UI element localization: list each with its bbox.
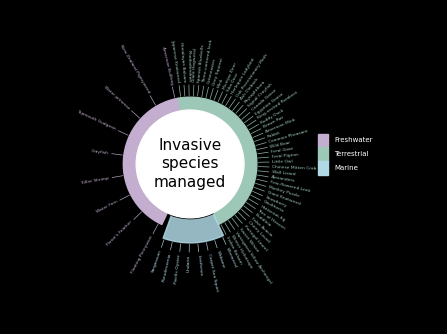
Text: Portugal Laurel: Portugal Laurel — [243, 224, 267, 252]
Wedge shape — [123, 98, 181, 224]
Text: New Zealand Pigmyweed: New Zealand Pigmyweed — [119, 44, 150, 94]
Text: Cotoneaster: Cotoneaster — [207, 58, 217, 85]
Bar — [318, 147, 328, 161]
Text: Mink: Mink — [217, 77, 224, 88]
Text: Wireweed: Wireweed — [225, 246, 238, 268]
Text: Phytophthora: Phytophthora — [244, 80, 266, 105]
Text: Pseudevernia: Pseudevernia — [161, 252, 172, 282]
Text: Gaultheria: Gaultheria — [262, 200, 284, 214]
Text: Wild Boar: Wild Boar — [270, 140, 291, 149]
Text: Signal Crayfish: Signal Crayfish — [247, 82, 274, 108]
Text: Indian Balsam: Indian Balsam — [226, 236, 243, 265]
Text: Parrot's Feather: Parrot's Feather — [106, 220, 133, 247]
Text: Variegated Yellow Archangel: Variegated Yellow Archangel — [235, 231, 273, 284]
Text: Egyptian Goose: Egyptian Goose — [254, 92, 284, 116]
Text: Cherry Laurel: Cherry Laurel — [247, 221, 270, 244]
Text: Hottentot-fig: Hottentot-fig — [260, 204, 286, 222]
Bar — [318, 134, 328, 147]
Text: Monkey Puzzle: Monkey Puzzle — [268, 185, 300, 198]
Text: Buddleia: Buddleia — [253, 213, 271, 228]
Text: Ash Dieback: Ash Dieback — [240, 77, 259, 101]
Text: Pacific Oyster: Pacific Oyster — [174, 254, 181, 284]
Text: Feral Pigeon: Feral Pigeon — [272, 153, 299, 159]
Text: Few-flowered Leek: Few-flowered Leek — [270, 180, 310, 193]
Text: Feral Goat: Feral Goat — [271, 147, 294, 154]
Text: Sargassum: Sargassum — [151, 249, 162, 273]
Text: Carpet Sea Squirt: Carpet Sea Squirt — [207, 253, 219, 291]
Text: Canada Goose: Canada Goose — [251, 89, 278, 112]
Text: Sweet Wilson: Sweet Wilson — [239, 227, 260, 253]
Text: Wakame: Wakame — [216, 250, 226, 269]
Text: False Acacia: False Acacia — [250, 217, 273, 237]
Text: Rabbit: Rabbit — [267, 130, 281, 139]
Wedge shape — [171, 164, 213, 219]
Text: Rhododendron: Rhododendron — [186, 50, 191, 82]
Text: Floating Pennywort: Floating Pennywort — [130, 235, 153, 275]
Text: Giant Hogweed: Giant Hogweed — [192, 48, 198, 82]
Text: Terrestrial: Terrestrial — [334, 151, 369, 157]
Text: Water Fern: Water Fern — [95, 200, 118, 214]
Text: Marine: Marine — [334, 165, 358, 171]
Bar — [318, 161, 328, 175]
Text: Chinese Mitten Crab: Chinese Mitten Crab — [272, 165, 316, 171]
Text: Crayfish: Crayfish — [91, 149, 109, 155]
Text: Oak Processionary Moth: Oak Processionary Moth — [236, 53, 269, 98]
Text: Topmouth Gudgeon: Topmouth Gudgeon — [76, 110, 117, 131]
Text: Brown Rat: Brown Rat — [263, 116, 284, 129]
Text: Winter Heliotrope: Winter Heliotrope — [230, 233, 253, 269]
Text: Muntjac Deer: Muntjac Deer — [222, 62, 237, 90]
Text: Giant Knotweed: Giant Knotweed — [266, 190, 301, 206]
Text: Tree of Heaven: Tree of Heaven — [257, 209, 286, 230]
Text: Alexanders: Alexanders — [271, 175, 295, 183]
Text: Freshwater: Freshwater — [334, 137, 373, 143]
Text: Invasive
species
managed: Invasive species managed — [154, 138, 226, 190]
Wedge shape — [178, 97, 257, 224]
Text: Grey Squirrel: Grey Squirrel — [212, 58, 224, 86]
Text: Common Pheasant: Common Pheasant — [269, 129, 309, 144]
Text: American Mink: American Mink — [265, 118, 296, 134]
Text: Wall Lizard: Wall Lizard — [271, 170, 295, 177]
Text: Three-cornered leek: Three-cornered leek — [202, 39, 214, 84]
Text: Ring-necked Parakeet: Ring-necked Parakeet — [257, 91, 299, 120]
Text: Himalayan Balsam: Himalayan Balsam — [179, 42, 186, 82]
Text: Snowberry: Snowberry — [264, 195, 287, 208]
Circle shape — [136, 110, 244, 218]
Text: Harlequin Ladybird: Harlequin Ladybird — [231, 57, 256, 95]
Text: Japanese Knotweed: Japanese Knotweed — [171, 40, 181, 83]
Wedge shape — [163, 164, 224, 243]
Text: Little Owl: Little Owl — [272, 159, 293, 164]
Text: Water primrose: Water primrose — [103, 85, 131, 110]
Text: Killer Shrimp: Killer Shrimp — [82, 176, 110, 185]
Text: Sika Deer: Sika Deer — [227, 72, 240, 93]
Text: Undaria: Undaria — [187, 255, 191, 272]
Text: Spanish Bluebells: Spanish Bluebells — [197, 44, 205, 83]
Text: Ruddy Duck: Ruddy Duck — [260, 108, 285, 125]
Text: Leathesia: Leathesia — [197, 255, 203, 276]
Text: American Bullfrog: American Bullfrog — [161, 46, 173, 85]
